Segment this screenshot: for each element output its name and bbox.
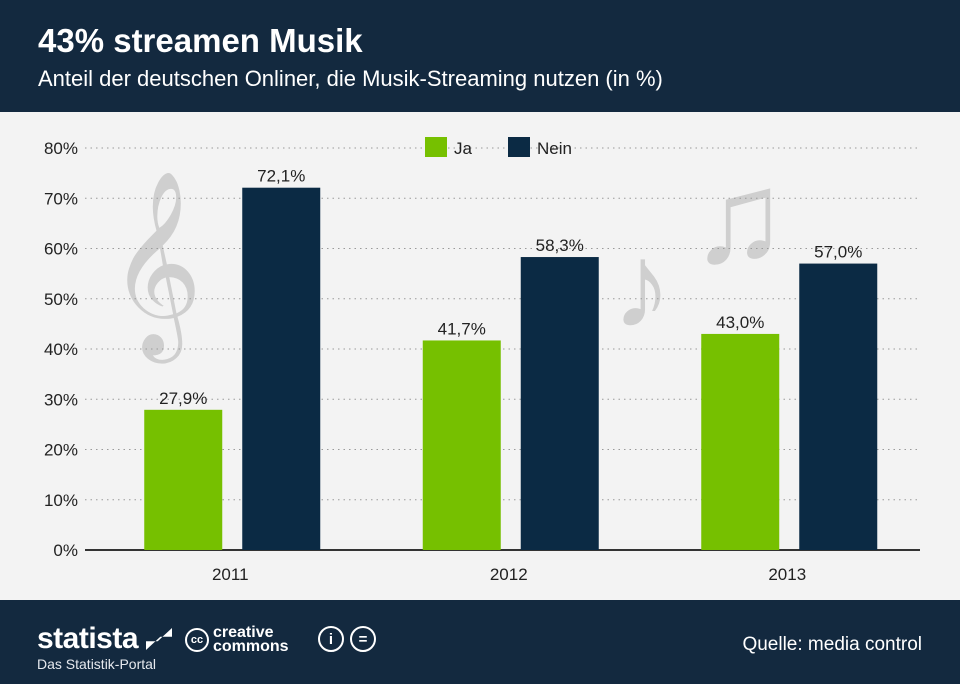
x-tick-label: 2013: [768, 565, 806, 584]
bar-nein-2011: [242, 187, 321, 550]
statista-logo[interactable]: statista: [37, 622, 139, 655]
y-tick-label: 70%: [44, 189, 78, 208]
bar-nein-2012: [520, 257, 599, 550]
chart-title: 43% streamen Musik: [38, 22, 363, 59]
source-text: Quelle: media control: [742, 634, 922, 655]
y-tick-label: 50%: [44, 290, 78, 309]
footer: statista Das Statistik-Portal cc creativ…: [0, 600, 960, 684]
legend-label: Nein: [537, 139, 572, 158]
data-label: 72,1%: [257, 167, 305, 186]
bar-ja-2013: [701, 333, 780, 550]
data-label: 41,7%: [438, 319, 486, 338]
treble-clef-icon: 𝄞: [108, 172, 203, 364]
music-note-icon: ♪: [612, 219, 672, 353]
header: 43% streamen Musik Anteil der deutschen …: [0, 0, 960, 112]
creative-commons-logo[interactable]: cc creative commons: [185, 624, 289, 655]
x-tick-label: 2012: [490, 565, 528, 584]
y-tick-label: 40%: [44, 340, 78, 359]
y-tick-label: 60%: [44, 240, 78, 259]
cc-icon: cc: [185, 628, 209, 652]
bar-ja-2012: [422, 340, 501, 550]
y-tick-label: 20%: [44, 441, 78, 460]
bar-chart: 𝄞 ♪ ♫ 0% 10% 20% 30% 40% 50% 60% 70% 80% 2011 27,9% 72…: [44, 137, 920, 584]
y-tick-label: 0%: [53, 541, 78, 560]
bar-ja-2011: [144, 409, 223, 550]
legend-swatch-ja: [425, 137, 447, 157]
data-label: 58,3%: [536, 236, 584, 255]
legend-label: Ja: [454, 139, 473, 158]
data-label: 43,0%: [716, 313, 764, 332]
cc-text-1: creative: [213, 624, 274, 641]
data-label: 27,9%: [159, 389, 207, 408]
chart-subtitle: Anteil der deutschen Onliner, die Musik-…: [38, 66, 663, 91]
cc-text-2: commons: [213, 638, 289, 655]
beamed-notes-icon: ♫: [690, 144, 788, 290]
y-tick-label: 10%: [44, 491, 78, 510]
bar-nein-2013: [799, 263, 878, 550]
y-tick-label: 30%: [44, 390, 78, 409]
data-label: 57,0%: [814, 243, 862, 262]
statista-logo-icon: [146, 628, 172, 650]
statista-tagline: Das Statistik-Portal: [37, 656, 157, 672]
attribution-icon: i: [318, 626, 344, 652]
y-tick-label: 80%: [44, 139, 78, 158]
legend-swatch-nein: [508, 137, 530, 157]
no-derivatives-icon: =: [350, 626, 376, 652]
x-tick-label: 2011: [212, 565, 249, 584]
